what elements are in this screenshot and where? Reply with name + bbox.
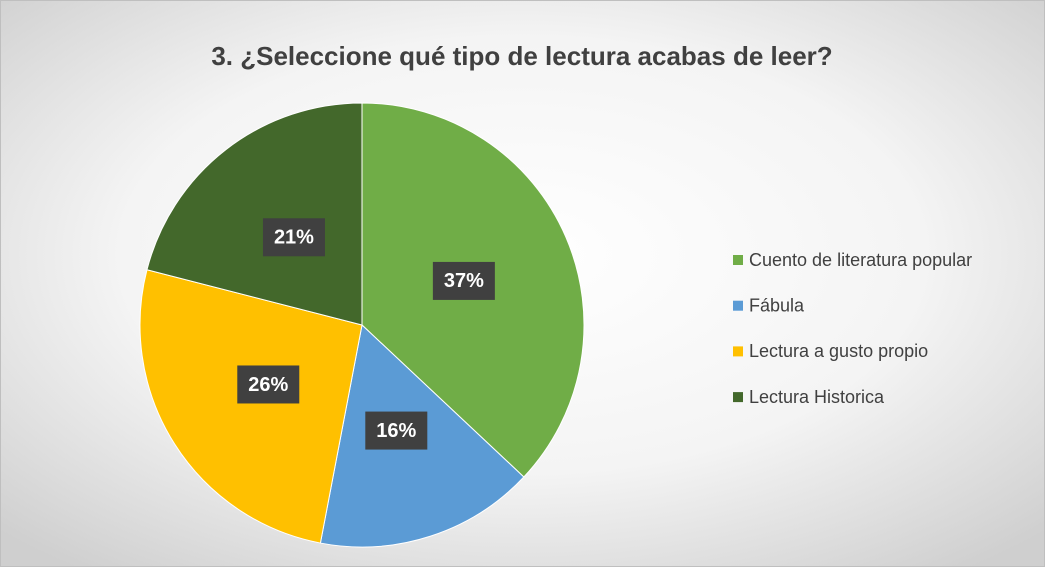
legend-swatch	[733, 392, 743, 403]
data-label: 16%	[376, 420, 416, 442]
data-label-box	[365, 411, 428, 450]
data-label: 21%	[274, 227, 314, 249]
data-label-box	[237, 365, 300, 404]
legend-label: Fábula	[749, 295, 805, 315]
data-label-box	[432, 261, 495, 300]
legend-label: Lectura Historica	[749, 387, 885, 407]
pie-slice	[146, 102, 363, 326]
chart-title: 3. ¿Seleccione qué tipo de lectura acaba…	[211, 41, 832, 71]
legend-swatch	[733, 300, 743, 311]
data-label: 26%	[248, 374, 288, 396]
legend-swatch	[733, 255, 743, 265]
data-label: 37%	[444, 270, 484, 292]
legend-label: Lectura a gusto propio	[749, 341, 928, 361]
legend-label: Cuento de literatura popular	[749, 250, 972, 270]
data-label-box	[262, 218, 325, 257]
legend-swatch	[733, 346, 743, 357]
pie-slice	[139, 269, 363, 544]
